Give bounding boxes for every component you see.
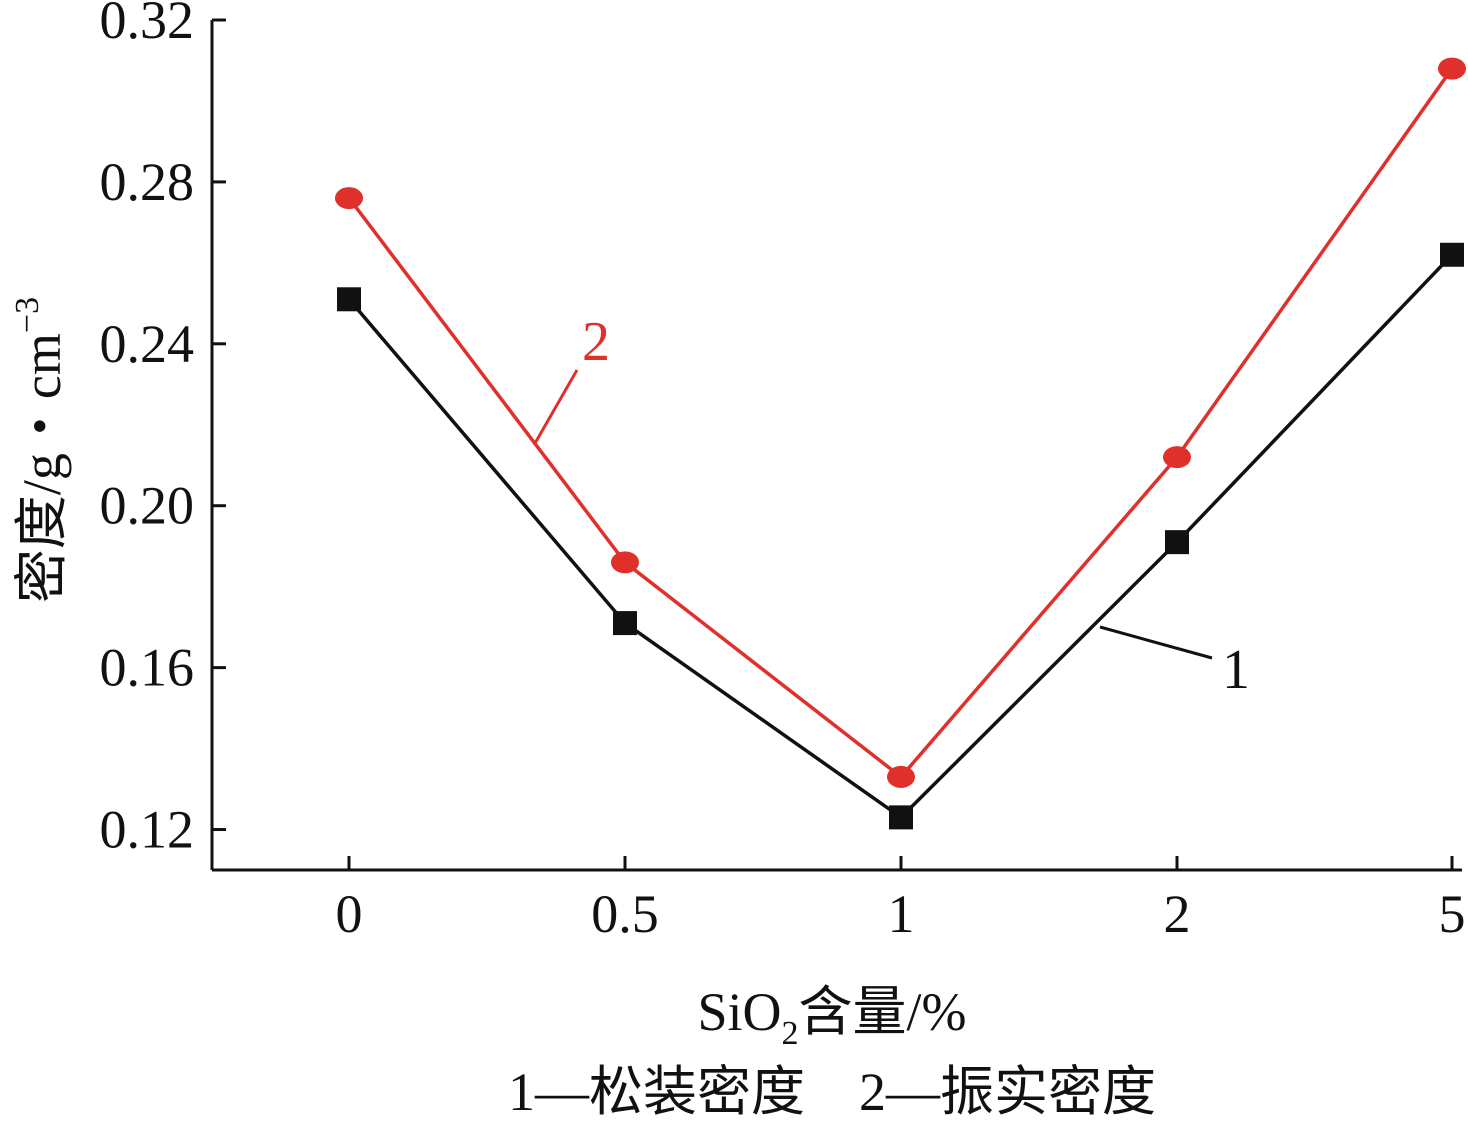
x-tick-label: 0	[336, 884, 363, 944]
y-tick-label: 0.32	[100, 0, 195, 50]
series-layer	[335, 57, 1466, 830]
series-1-point	[889, 805, 913, 830]
series-1-line	[347, 253, 1454, 820]
legend-caption: 1—松装密度 2—振实密度	[508, 1062, 1156, 1122]
y-tick-label: 0.16	[100, 638, 195, 698]
series-1-annotation: 1	[1222, 639, 1250, 701]
y-axis-label: 密度/g・cm−3	[9, 297, 72, 603]
series-2-point	[1438, 57, 1466, 80]
x-axis-label-subscript: 2	[782, 1015, 799, 1052]
series-2-point	[1163, 446, 1191, 469]
series-1-leader-line	[1099, 625, 1213, 660]
x-axis-label-prefix: SiO	[697, 982, 781, 1042]
x-axis-label-suffix: 含量/%	[799, 982, 967, 1042]
label-layer: 密度/g・cm−3 SiO2含量/% 1—松装密度 2—振实密度 12	[9, 297, 1250, 1122]
x-tick-label: 5	[1439, 884, 1466, 944]
x-tick-label: 1	[888, 884, 915, 944]
axes: 0.32 0.28 0.24 0.20 0.16 0.12 0 0.5 1 2 5	[100, 0, 1466, 944]
y-axis-label-text: 密度/g・cm	[12, 333, 72, 603]
series-2-line	[347, 67, 1454, 780]
series-2-point	[611, 551, 639, 574]
y-tick-label: 0.20	[100, 476, 195, 536]
series-1-point	[337, 287, 361, 312]
series-1-point	[1440, 242, 1464, 267]
series-1-point	[1165, 530, 1189, 555]
series-2-leader-line	[532, 369, 579, 446]
y-axis-label-superscript: −3	[9, 297, 46, 333]
series-2-point	[335, 187, 363, 210]
series-1-point	[613, 611, 637, 636]
x-tick-label: 0.5	[591, 884, 659, 944]
x-tick-label: 2	[1164, 884, 1191, 944]
x-axis-label: SiO2含量/%	[697, 982, 966, 1052]
y-tick-label: 0.28	[100, 152, 195, 212]
series-2-annotation: 2	[582, 311, 610, 373]
y-tick-label: 0.24	[100, 314, 195, 374]
series-2-point	[887, 765, 915, 788]
y-tick-label: 0.12	[100, 800, 195, 860]
